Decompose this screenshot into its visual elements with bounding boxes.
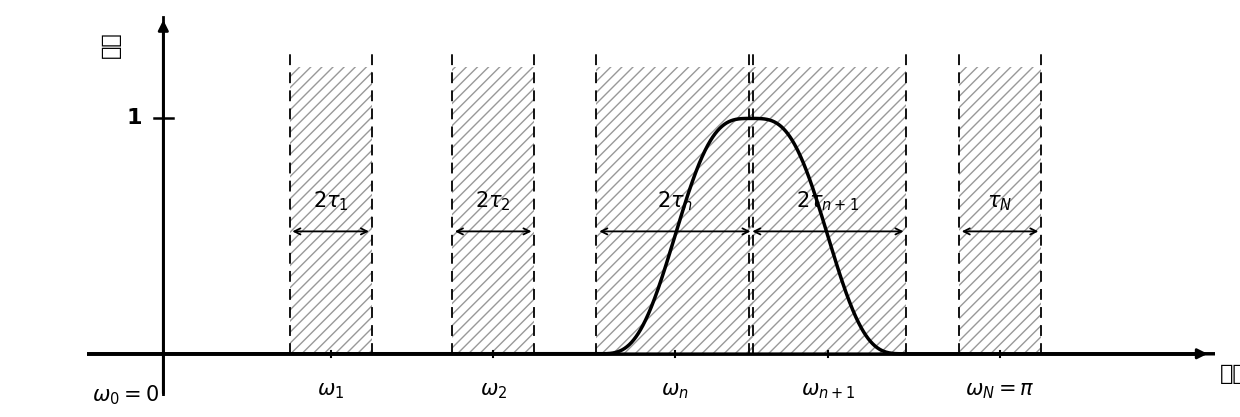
Text: $\omega_N = \pi$: $\omega_N = \pi$ xyxy=(965,381,1034,401)
Text: 1: 1 xyxy=(126,108,143,128)
Text: $\omega_n$: $\omega_n$ xyxy=(661,381,688,401)
Text: $2\tau_n$: $2\tau_n$ xyxy=(657,189,693,213)
Text: 频率: 频率 xyxy=(1220,364,1240,384)
Text: $2\tau_{n+1}$: $2\tau_{n+1}$ xyxy=(796,189,859,213)
Text: $2\tau_2$: $2\tau_2$ xyxy=(475,189,511,213)
Text: 幅値: 幅値 xyxy=(100,31,120,58)
Text: $\omega_{n+1}$: $\omega_{n+1}$ xyxy=(801,381,856,401)
Text: $\omega_0 = 0$: $\omega_0 = 0$ xyxy=(92,383,159,407)
Text: $\omega_1$: $\omega_1$ xyxy=(317,381,345,401)
Text: $2\tau_1$: $2\tau_1$ xyxy=(312,189,348,213)
Text: $\tau_N$: $\tau_N$ xyxy=(987,193,1013,213)
Text: $\omega_2$: $\omega_2$ xyxy=(480,381,507,401)
